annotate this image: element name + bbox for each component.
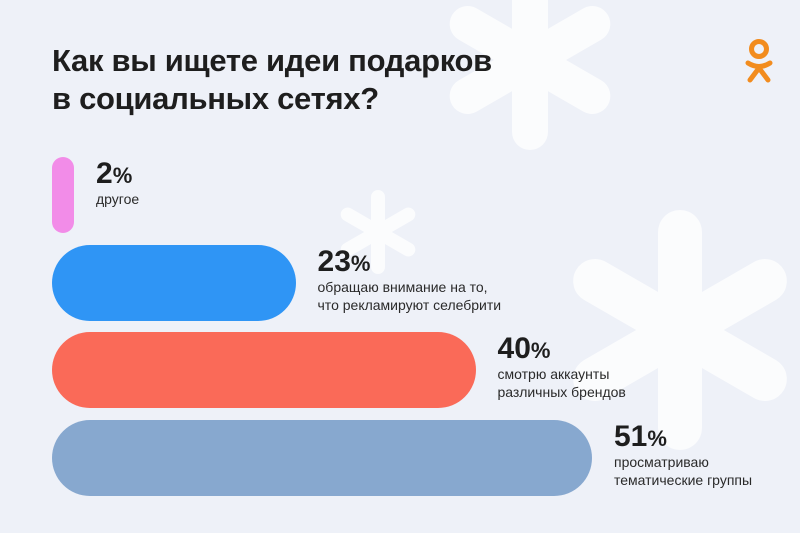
bar-1-category-label: другое — [96, 190, 139, 208]
bar-2 — [52, 244, 296, 321]
bar-3-category-line-2: различных брендов — [497, 384, 626, 400]
chart-title-line-2: в социальных сетях? — [52, 81, 379, 116]
bar-3-category-line-1: смотрю аккаунты — [497, 366, 610, 382]
bar-4 — [52, 419, 592, 496]
bar-2-value-label: 23% — [317, 244, 371, 278]
bar-4-value-label: 51% — [614, 419, 667, 453]
bar-1 — [52, 157, 74, 233]
bar-1-category-line-1: другое — [96, 191, 140, 207]
bar-1-value-label: 2% — [96, 157, 133, 190]
bar-3 — [52, 332, 476, 408]
bar-4-category-line-1: просматриваю — [614, 453, 709, 470]
bar-3-category-label: смотрю аккаунты различных брендов — [498, 365, 626, 401]
bar-2-category-line-2: что рекламируют селебрити — [317, 296, 502, 313]
odnoklassniki-logo-icon — [745, 39, 773, 83]
bar-3-value-label: 40% — [497, 332, 551, 365]
bar-2-category-label: обращаю внимание на то, что рекламируют с… — [318, 278, 502, 314]
bar-2-category-line-1: обращаю внимание на то, — [317, 278, 488, 295]
chart-title: Как вы ищете идеи подарков в социальных … — [52, 42, 672, 118]
bar-4-category-line-2: тематические группы — [614, 471, 753, 488]
bar-4-category-label: просматриваю тематические группы — [614, 453, 752, 489]
chart-title-line-1: Как вы ищете идеи подарков — [52, 43, 492, 78]
